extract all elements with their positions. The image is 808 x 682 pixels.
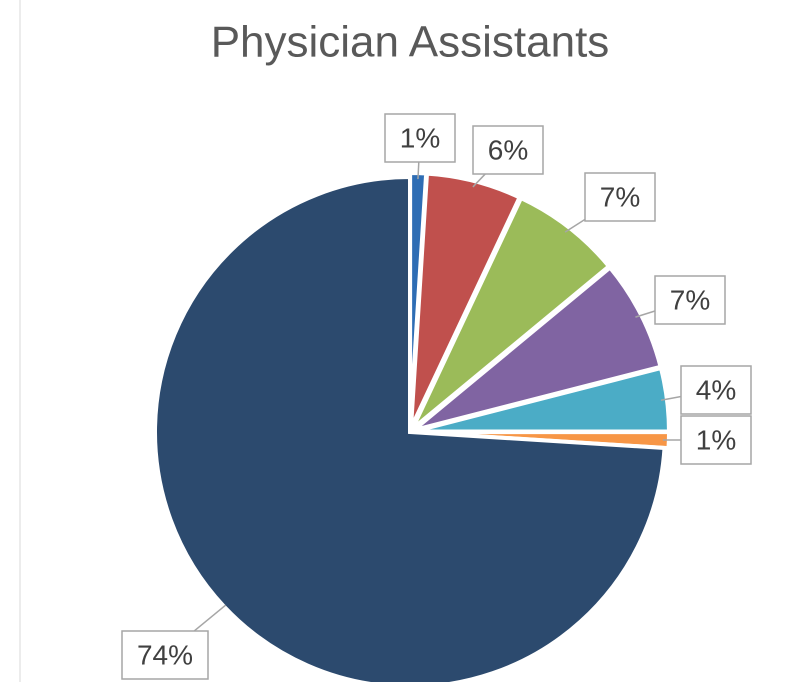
callout-box bbox=[384, 113, 456, 163]
data-label: 1% bbox=[400, 122, 440, 153]
data-label: 7% bbox=[670, 284, 710, 315]
callout-box bbox=[680, 365, 752, 415]
chart-title: Physician Assistants bbox=[211, 18, 610, 67]
data-label: 1% bbox=[696, 424, 736, 455]
callout-box bbox=[472, 125, 544, 175]
callout-box bbox=[680, 415, 752, 465]
callout-box bbox=[121, 630, 209, 680]
pie-slice bbox=[412, 264, 663, 433]
pie-slice bbox=[410, 195, 612, 431]
callout-box bbox=[584, 172, 656, 222]
callout-box bbox=[654, 275, 726, 325]
data-label: 4% bbox=[696, 374, 736, 405]
data-label: 7% bbox=[600, 181, 640, 212]
data-label: 6% bbox=[488, 134, 528, 165]
data-label: 74% bbox=[137, 639, 193, 670]
